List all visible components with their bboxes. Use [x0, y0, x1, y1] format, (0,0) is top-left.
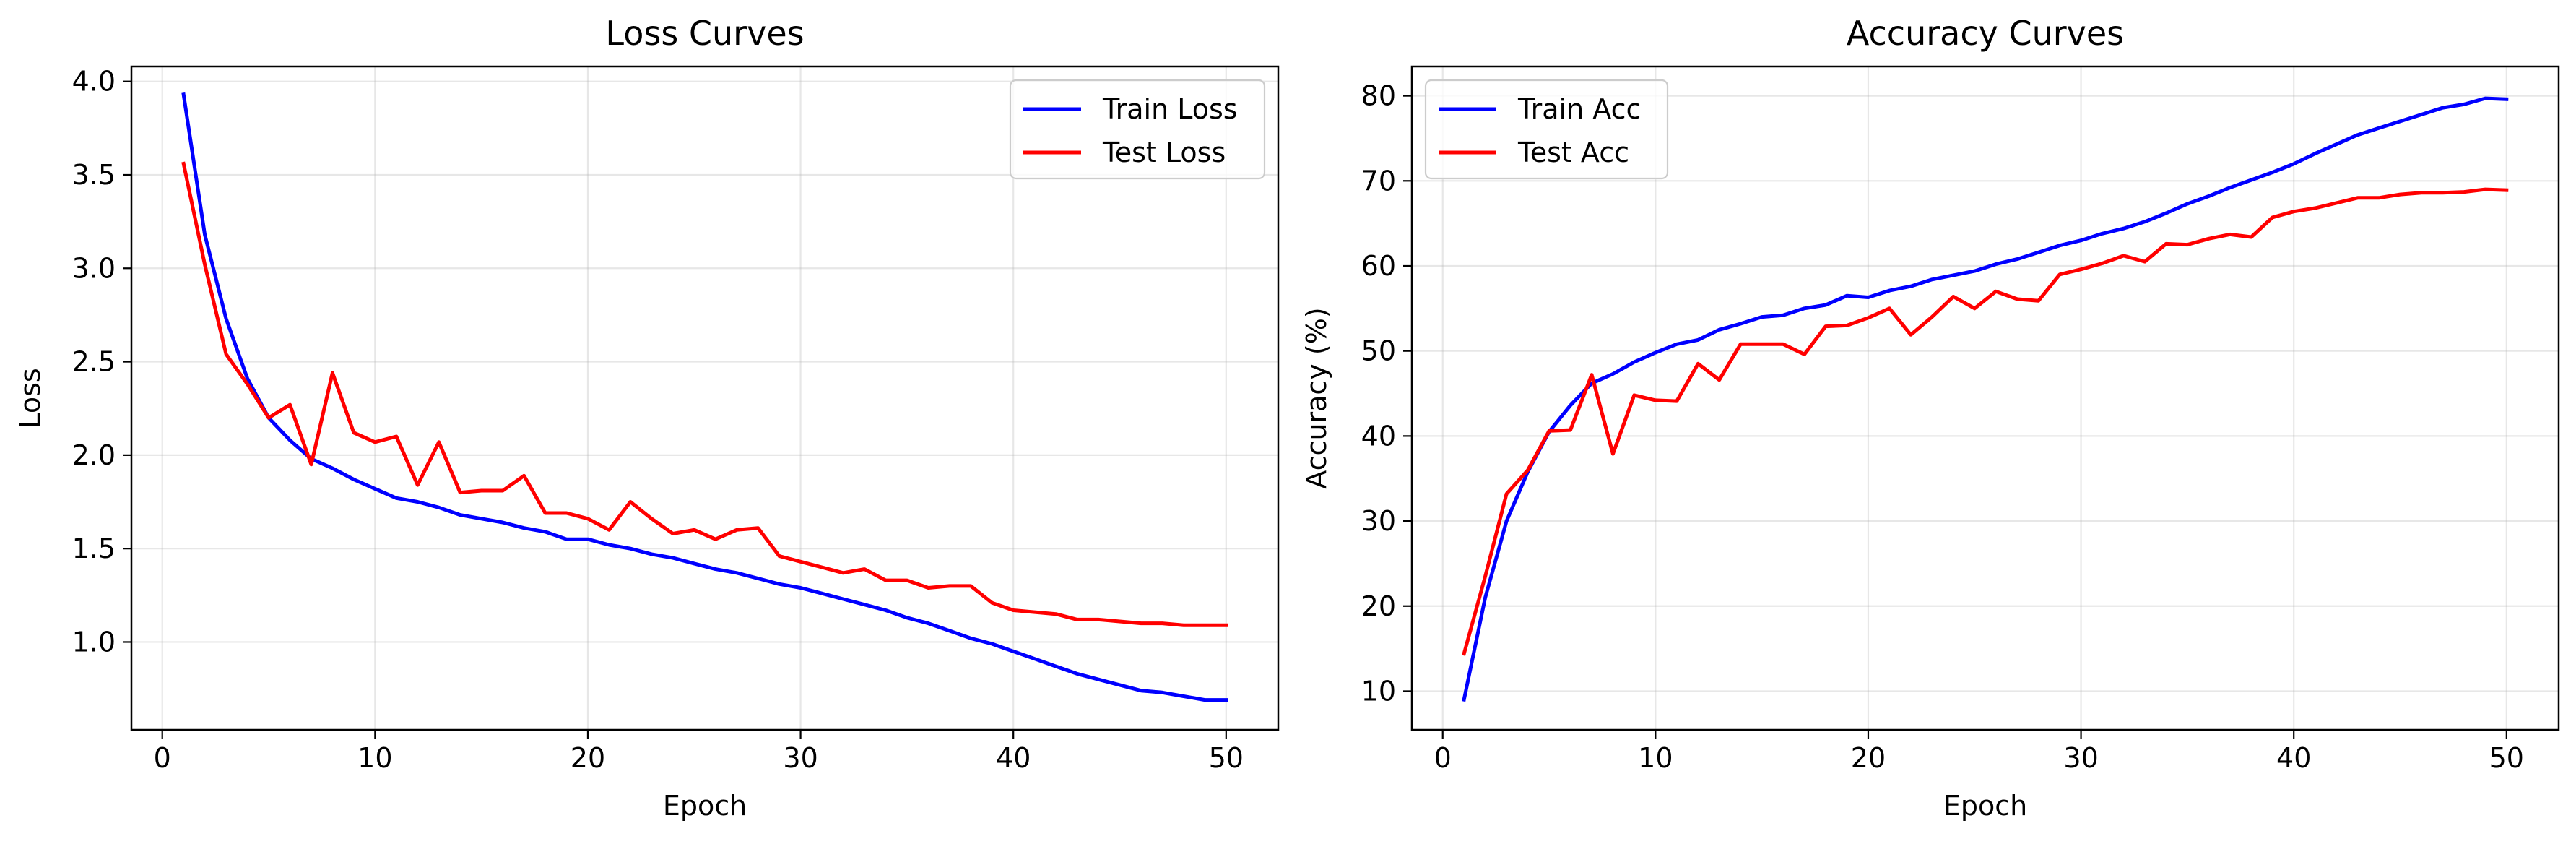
legend-label: Test Loss — [1102, 137, 1226, 168]
x-tick-label: 20 — [1851, 742, 1886, 774]
plot-frame — [1410, 65, 2560, 731]
x-tick-label: 50 — [2489, 742, 2524, 774]
y-tick-label: 10 — [1361, 675, 1396, 707]
y-tick-label: 2.5 — [72, 346, 116, 378]
y-tick-label: 50 — [1361, 335, 1396, 367]
y-tick-label: 4.0 — [72, 66, 116, 98]
x-tick-label: 20 — [571, 742, 605, 774]
plot-frame — [130, 65, 1280, 731]
legend-label: Test Acc — [1517, 137, 1629, 168]
y-tick-label: 60 — [1361, 250, 1396, 282]
y-tick-label: 20 — [1361, 590, 1396, 622]
x-tick-label: 10 — [357, 742, 392, 774]
y-tick-label: 1.0 — [72, 626, 116, 658]
y-axis-label: Loss — [14, 368, 46, 428]
chart-panel-1: 0 10 20 30 40 50 1.0 1.5 2.0 2.5 3.0 3.5 4.0 Loss Cur… — [14, 14, 1280, 822]
x-tick-label: 40 — [2276, 742, 2311, 774]
x-tick-label: 30 — [783, 742, 818, 774]
series-line-test-loss — [181, 161, 1228, 627]
series-line-train-loss — [181, 92, 1228, 702]
chart-title: Accuracy Curves — [1847, 14, 2124, 53]
legend: Train Acc Test Acc — [1424, 79, 1669, 180]
y-tick-label: 2.0 — [72, 439, 116, 471]
y-tick-label: 3.5 — [72, 159, 116, 191]
x-tick-label: 10 — [1638, 742, 1673, 774]
y-axis-label: Accuracy (%) — [1301, 307, 1332, 488]
y-tick-label: 1.5 — [72, 533, 116, 564]
series-line-train-acc — [1462, 96, 2509, 702]
y-tick-label: 40 — [1361, 420, 1396, 452]
x-tick-label: 0 — [1434, 742, 1452, 774]
y-tick-label: 80 — [1361, 80, 1396, 112]
legend: Train Loss Test Loss — [1009, 79, 1266, 180]
x-tick-label: 30 — [2063, 742, 2098, 774]
y-tick-label: 3.0 — [72, 252, 116, 284]
legend-label: Train Loss — [1102, 93, 1238, 125]
x-axis-label: Epoch — [1943, 790, 2027, 822]
x-tick-label: 0 — [154, 742, 171, 774]
chart-title: Loss Curves — [605, 14, 804, 53]
chart-panel-2: 0 10 20 30 40 50 10 20 30 40 50 60 70 80 Accuracy Curv… — [1301, 14, 2560, 822]
series-line-test-acc — [1462, 187, 2509, 656]
y-tick-label: 30 — [1361, 505, 1396, 537]
x-axis-label: Epoch — [663, 790, 747, 822]
y-tick-label: 70 — [1361, 165, 1396, 197]
x-tick-label: 50 — [1209, 742, 1244, 774]
legend-label: Train Acc — [1517, 93, 1641, 125]
x-tick-label: 40 — [996, 742, 1031, 774]
